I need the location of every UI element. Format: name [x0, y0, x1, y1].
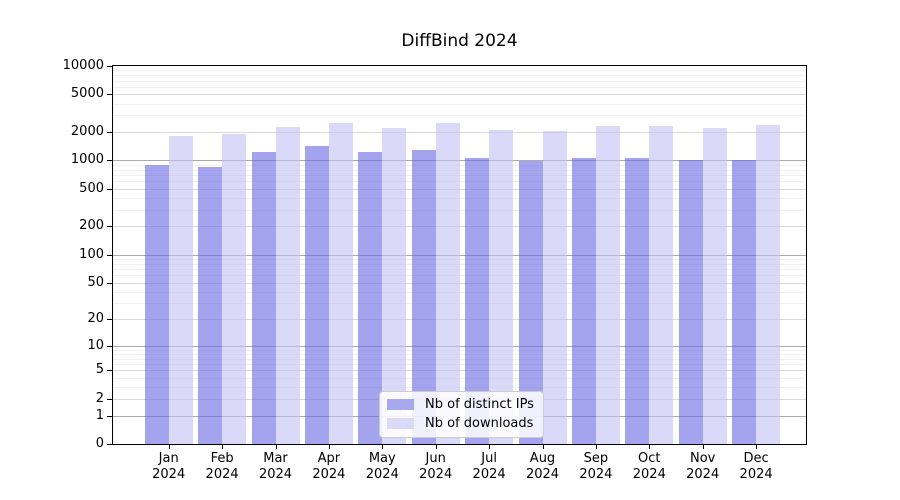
x-tick-mark-mar: [275, 445, 277, 449]
y-tick-mark-1000: [107, 160, 112, 162]
legend-label-downloads: Nb of downloads: [425, 416, 534, 431]
x-tick-label-sep: Sep 2024: [579, 451, 613, 482]
y-tick-label-10000: 10000: [62, 58, 104, 73]
bar-distinct-ips-oct: [625, 158, 650, 444]
x-tick-label-mar: Mar 2024: [258, 451, 293, 482]
x-tick-label-jul: Jul 2024: [472, 451, 506, 482]
legend-row-distinct-ips: Nb of distinct IPs: [387, 397, 534, 412]
y-tick-label-5: 5: [95, 362, 104, 378]
x-tick-label-jun: Jun 2024: [419, 451, 453, 482]
gridline-minor-y-8000: [113, 75, 806, 77]
gridline-minor-y-4000: [113, 103, 806, 105]
bar-downloads-mar: [275, 127, 300, 444]
bar-downloads-dec: [756, 125, 781, 444]
plot-area: [112, 65, 807, 445]
x-tick-label-jan: Jan 2024: [152, 451, 186, 482]
y-tick-mark-0: [107, 444, 112, 445]
y-tick-label-1: 1: [95, 407, 104, 423]
y-tick-mark-200: [107, 226, 112, 228]
bar-distinct-ips-may: [358, 152, 383, 444]
bar-distinct-ips-apr: [304, 145, 329, 444]
y-tick-mark-20: [107, 319, 112, 321]
y-tick-mark-50: [107, 282, 112, 284]
y-tick-mark-10: [107, 345, 112, 347]
y-tick-label-2: 2: [95, 390, 104, 406]
y-tick-label-200: 200: [79, 218, 104, 234]
gridline-minor-y-9000: [113, 70, 806, 72]
bar-downloads-aug: [542, 130, 567, 444]
x-tick-mark-apr: [328, 445, 330, 449]
bar-downloads-oct: [649, 126, 674, 444]
bar-distinct-ips-dec: [732, 159, 757, 444]
y-tick-mark-2000: [107, 132, 112, 134]
x-tick-mark-feb: [222, 445, 224, 449]
x-tick-mark-sep: [595, 445, 597, 449]
bar-downloads-nov: [702, 127, 727, 444]
x-tick-label-dec: Dec 2024: [739, 451, 773, 482]
bar-distinct-ips-nov: [678, 159, 703, 444]
bar-downloads-jan: [168, 136, 193, 444]
bar-downloads-sep: [595, 125, 620, 444]
legend: Nb of distinct IPs Nb of downloads: [379, 391, 544, 438]
bar-distinct-ips-jan: [144, 165, 169, 444]
x-tick-mark-may: [382, 445, 384, 449]
legend-row-downloads: Nb of downloads: [387, 416, 534, 431]
legend-swatch-distinct-ips: [387, 399, 414, 410]
y-tick-label-100: 100: [79, 246, 104, 262]
legend-swatch-downloads: [387, 418, 414, 429]
y-tick-mark-1: [107, 415, 112, 417]
y-tick-label-20: 20: [87, 311, 104, 327]
y-tick-mark-5000: [107, 94, 112, 96]
x-tick-label-feb: Feb 2024: [205, 451, 239, 482]
y-tick-mark-10000: [107, 66, 112, 67]
gridline-y-5000: [113, 94, 806, 96]
x-tick-label-nov: Nov 2024: [686, 451, 720, 482]
x-tick-mark-aug: [542, 445, 544, 449]
bar-downloads-jun: [435, 122, 460, 444]
gridline-minor-y-7000: [113, 80, 806, 82]
y-tick-label-1000: 1000: [70, 152, 104, 168]
bar-downloads-feb: [222, 134, 247, 444]
y-tick-mark-2: [107, 398, 112, 400]
gridline-minor-y-3000: [113, 115, 806, 117]
bar-distinct-ips-mar: [251, 151, 276, 444]
y-tick-mark-500: [107, 188, 112, 190]
x-tick-mark-oct: [649, 445, 651, 449]
legend-label-distinct-ips: Nb of distinct IPs: [425, 397, 534, 412]
x-tick-mark-nov: [702, 445, 704, 449]
x-tick-label-may: May 2024: [365, 451, 399, 482]
bar-distinct-ips-feb: [198, 167, 223, 444]
x-tick-label-aug: Aug 2024: [525, 451, 560, 482]
bar-distinct-ips-sep: [571, 157, 596, 444]
y-tick-label-10: 10: [87, 337, 104, 353]
x-tick-mark-jan: [168, 445, 170, 449]
x-tick-mark-jun: [435, 445, 437, 449]
x-tick-mark-jul: [489, 445, 491, 449]
x-tick-label-apr: Apr 2024: [312, 451, 346, 482]
y-tick-mark-5: [107, 370, 112, 372]
x-tick-label-oct: Oct 2024: [632, 451, 666, 482]
gridline-minor-y-6000: [113, 86, 806, 88]
y-tick-label-500: 500: [79, 180, 104, 196]
chart-title: DiffBind 2024: [401, 31, 518, 51]
y-tick-label-2000: 2000: [70, 124, 104, 140]
x-tick-mark-dec: [756, 445, 758, 449]
y-tick-label-5000: 5000: [70, 86, 104, 102]
y-tick-mark-100: [107, 254, 112, 256]
bar-downloads-apr: [328, 122, 353, 444]
y-tick-label-50: 50: [87, 274, 104, 290]
y-tick-label-0: 0: [95, 436, 104, 451]
